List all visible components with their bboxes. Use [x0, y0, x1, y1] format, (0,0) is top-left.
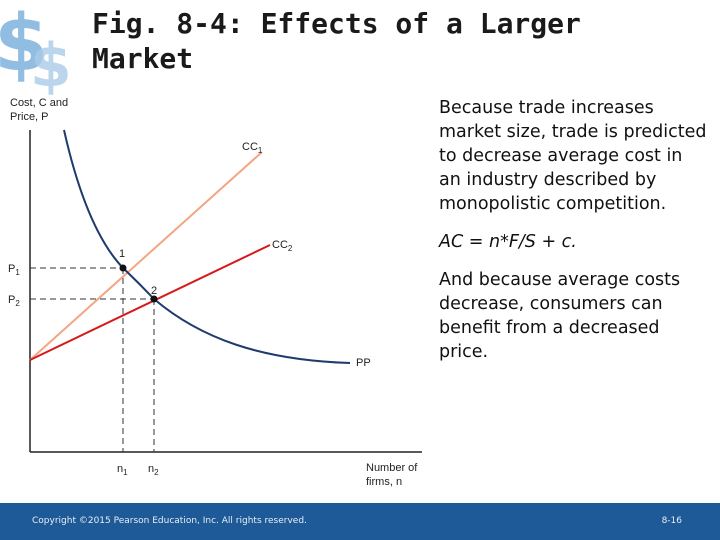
svg-text:$: $	[0, 0, 48, 89]
cc2-label: CC2	[272, 239, 293, 253]
x-tick-n1: n1	[117, 463, 128, 477]
copyright-text: Copyright ©2015 Pearson Education, Inc. …	[32, 516, 307, 526]
y-tick-p1: P1	[8, 263, 20, 277]
x-axis-label-line2: firms, n	[366, 476, 402, 488]
explanation-paragraph-1: Because trade increases market size, tra…	[439, 98, 707, 214]
svg-text:$: $	[30, 31, 72, 96]
explanation-panel: Because trade increases market size, tra…	[439, 96, 709, 378]
footer-bar: Copyright ©2015 Pearson Education, Inc. …	[0, 503, 720, 540]
explanation-paragraph-2: And because average costs decrease, cons…	[439, 270, 681, 362]
page-number: 8-16	[661, 516, 682, 526]
market-size-diagram: Cost, C and Price, P 1 2 CC1 CC2 PP P1 P…	[8, 97, 422, 488]
pp-curve	[63, 129, 351, 364]
y-tick-p2: P2	[8, 294, 20, 308]
dollar-logo-icon: $ $	[0, 0, 78, 96]
point-label-2: 2	[151, 285, 157, 297]
pp-label: PP	[356, 357, 371, 369]
equilibrium-point-2	[150, 295, 158, 303]
x-axis-label-line1: Number of	[366, 462, 418, 474]
x-tick-n2: n2	[148, 463, 159, 477]
cc1-line	[29, 151, 263, 361]
cc1-label: CC1	[242, 141, 263, 155]
cc2-line	[29, 244, 271, 361]
guide-lines	[30, 267, 155, 452]
average-cost-formula: AC = n*F/S + c.	[439, 232, 577, 252]
y-axis-label-line2: Price, P	[10, 111, 49, 123]
y-axis-label-line1: Cost, C and	[10, 97, 68, 109]
point-label-1: 1	[119, 248, 125, 260]
equilibrium-point-1	[119, 264, 127, 272]
slide-title: Fig. 8-4: Effects of a Larger Market	[92, 7, 581, 75]
